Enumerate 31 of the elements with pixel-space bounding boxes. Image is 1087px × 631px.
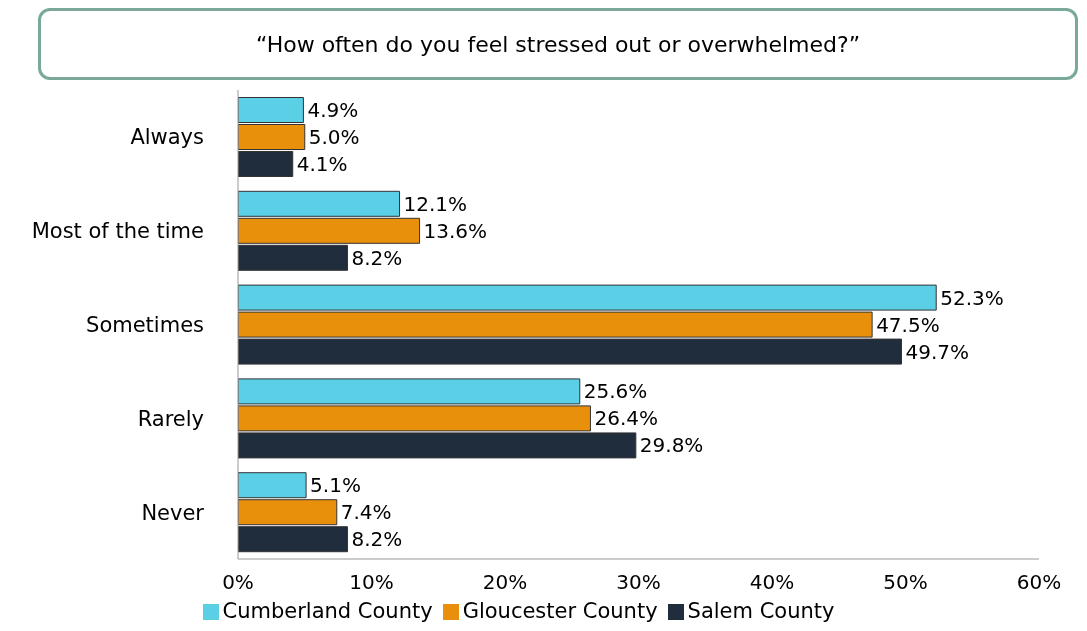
data-label: 26.4% — [594, 406, 658, 431]
data-label: 49.7% — [905, 339, 970, 364]
data-label: 47.5% — [876, 312, 940, 337]
x-tick-label: 10% — [349, 570, 394, 595]
data-label: 29.8% — [639, 433, 704, 458]
data-label: 8.2% — [351, 245, 403, 270]
x-tick-label: 0% — [222, 570, 254, 595]
data-label: 8.2% — [351, 527, 403, 552]
x-tick-label: 20% — [482, 570, 528, 595]
data-label: 4.9% — [307, 98, 359, 122]
x-tick-label: 30% — [616, 570, 661, 595]
y-tick-label: Never — [141, 500, 205, 525]
x-tick-label: 50% — [883, 570, 928, 595]
legend-label: Salem County — [687, 599, 835, 623]
data-label: 4.1% — [296, 152, 348, 176]
data-label: 52.3% — [940, 285, 1004, 310]
legend-label: Gloucester County — [462, 599, 658, 623]
data-label: 5.1% — [310, 473, 361, 498]
data-label: 5.0% — [308, 125, 360, 149]
y-tick-label: Always — [130, 125, 204, 150]
data-label: 12.1% — [403, 191, 468, 216]
y-tick-label: Most of the time — [31, 219, 204, 244]
x-tick-label: 40% — [749, 570, 795, 595]
y-tick-label: Rarely — [137, 406, 204, 431]
y-tick-label: Sometimes — [86, 312, 204, 337]
data-label: 7.4% — [340, 500, 392, 525]
data-label: 13.6% — [423, 218, 488, 243]
legend-label: Cumberland County — [222, 599, 433, 623]
chart-title: “How often do you feel stressed out or overwhelmed?” — [38, 8, 1078, 80]
x-tick-label: 60% — [1016, 570, 1062, 595]
data-label: 25.6% — [583, 379, 648, 404]
